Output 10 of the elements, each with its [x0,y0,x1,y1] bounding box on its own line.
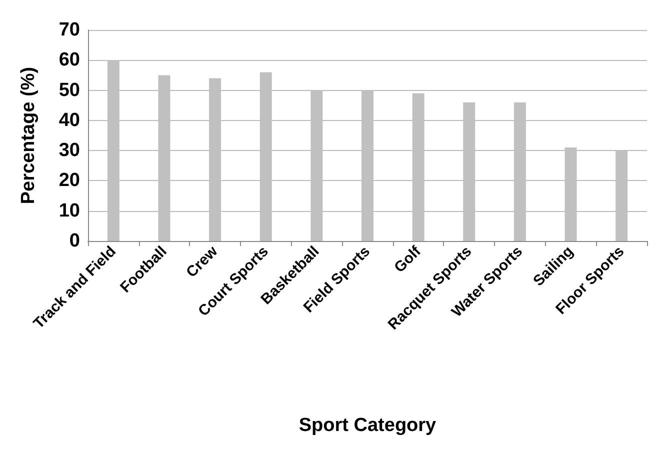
y-tick-label: 30 [58,140,80,162]
y-tick-label: 70 [58,20,80,40]
y-tick-label: 40 [58,110,80,131]
y-tick-label: 50 [58,80,80,101]
y-tick-label: 10 [58,200,80,222]
x-axis-title: Sport Category [298,415,437,436]
y-axis-title: Percentage (%) [18,66,39,204]
y-tick-label: 20 [58,170,80,192]
y-tick-label: 0 [69,230,80,252]
y-tick-label: 60 [58,50,80,71]
